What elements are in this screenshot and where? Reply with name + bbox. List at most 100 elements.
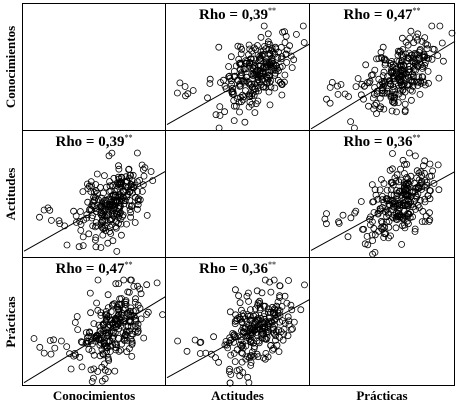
- data-point: [272, 62, 280, 69]
- data-point: [365, 102, 372, 110]
- data-point: [366, 77, 374, 85]
- data-point: [372, 191, 380, 199]
- data-point: [88, 182, 95, 190]
- data-point: [246, 98, 254, 106]
- data-point: [373, 110, 380, 117]
- significance-marker: **: [267, 260, 276, 269]
- data-point: [378, 219, 386, 226]
- data-point: [416, 55, 424, 62]
- data-point: [323, 95, 330, 103]
- data-point: [181, 83, 189, 90]
- data-point: [397, 165, 404, 173]
- data-point: [401, 170, 408, 177]
- data-point: [222, 85, 230, 93]
- data-point: [242, 87, 249, 94]
- data-point: [239, 349, 246, 357]
- data-point: [389, 63, 397, 71]
- data-point: [412, 152, 419, 160]
- data-point: [225, 368, 233, 375]
- data-point: [106, 203, 114, 210]
- data-point: [256, 306, 264, 313]
- data-point: [133, 178, 141, 185]
- data-point: [123, 220, 130, 228]
- data-point: [196, 350, 204, 357]
- data-point: [265, 60, 273, 67]
- data-point: [245, 379, 253, 386]
- data-point: [393, 213, 401, 220]
- data-point: [405, 220, 412, 228]
- data-point: [92, 243, 100, 251]
- cell-conocimientos-vs-practicas: Rho = 0,47**: [309, 3, 456, 132]
- data-point: [410, 39, 418, 47]
- data-point: [139, 188, 146, 195]
- data-point: [134, 188, 141, 195]
- data-point: [97, 202, 105, 210]
- data-point: [397, 76, 405, 83]
- data-point: [286, 42, 293, 50]
- data-point: [423, 182, 431, 189]
- data-point: [117, 179, 125, 186]
- data-point: [246, 331, 254, 339]
- data-point: [290, 318, 298, 326]
- data-point: [418, 218, 426, 225]
- data-point: [235, 56, 243, 63]
- data-point: [426, 209, 433, 217]
- data-point: [264, 305, 272, 313]
- data-point: [281, 71, 289, 79]
- data-point: [283, 59, 291, 66]
- data-point: [110, 198, 117, 206]
- data-point: [408, 96, 415, 104]
- data-point: [395, 199, 402, 207]
- data-point: [260, 313, 268, 320]
- data-point: [112, 280, 120, 288]
- data-point: [375, 227, 382, 235]
- data-point: [415, 204, 423, 211]
- data-point: [410, 78, 418, 86]
- data-point: [400, 215, 407, 222]
- data-point: [403, 81, 411, 88]
- data-point: [134, 149, 141, 157]
- data-point: [63, 343, 71, 350]
- data-point: [380, 234, 388, 241]
- cell-conocimientos-vs-conocimientos: [22, 3, 166, 131]
- data-point: [126, 317, 134, 325]
- data-point: [106, 338, 114, 345]
- data-point: [398, 241, 405, 248]
- data-point: [217, 79, 224, 86]
- data-point: [225, 339, 233, 347]
- data-point: [210, 333, 217, 341]
- data-point: [251, 85, 258, 92]
- data-point: [281, 28, 288, 36]
- data-point: [226, 72, 233, 80]
- data-point: [417, 77, 425, 85]
- data-point: [264, 353, 272, 361]
- data-point: [388, 197, 396, 204]
- data-point: [321, 215, 329, 223]
- data-point: [401, 161, 408, 168]
- data-point: [110, 174, 118, 182]
- data-point: [335, 218, 342, 226]
- data-point: [231, 320, 239, 328]
- data-point: [424, 41, 431, 49]
- rho-label: Rho = 0,36**: [166, 260, 309, 278]
- data-point: [128, 276, 135, 284]
- data-point: [101, 224, 109, 232]
- data-point: [410, 58, 417, 66]
- data-point: [232, 286, 239, 294]
- data-point: [436, 22, 444, 30]
- data-point: [230, 68, 238, 75]
- scatter-plot: [310, 149, 456, 258]
- data-point: [204, 94, 211, 102]
- data-point: [236, 366, 243, 374]
- rho-value: Rho = 0,36: [343, 134, 413, 150]
- data-point: [266, 79, 273, 86]
- data-point: [106, 182, 114, 190]
- data-point: [257, 331, 265, 339]
- data-point: [255, 62, 263, 70]
- data-point: [230, 338, 238, 346]
- data-point: [360, 225, 367, 233]
- data-point: [246, 352, 254, 360]
- data-point: [102, 342, 109, 350]
- data-point: [240, 65, 248, 73]
- data-point: [110, 300, 118, 308]
